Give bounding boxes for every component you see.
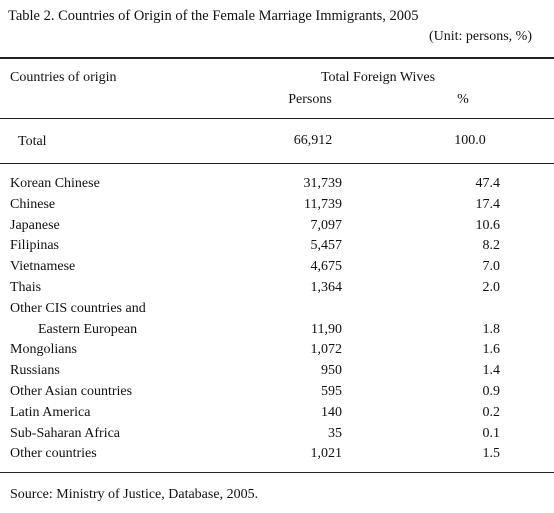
row-persons: 1,072 (310, 342, 343, 358)
row-percent: 1.4 (482, 363, 501, 379)
row-persons: 5,457 (310, 238, 343, 254)
row-persons: 140 (321, 404, 342, 420)
row-percent: 1.8 (482, 321, 501, 337)
row-label: Other Asian countries (10, 384, 133, 399)
header-label: Countries of origin (10, 70, 117, 85)
row-percent: 7.0 (482, 259, 501, 275)
title: Table 2. Countries of Origin of the Fema… (8, 8, 419, 24)
header-persons: Persons (288, 92, 332, 107)
row-percent: 8.2 (482, 238, 501, 254)
row-label: Latin America (10, 404, 91, 420)
total-rule (0, 163, 554, 164)
row-persons: 595 (321, 384, 342, 399)
bottom-rule (0, 472, 554, 473)
row-percent: 1.6 (482, 342, 501, 358)
total-persons: 66,912 (293, 133, 333, 148)
row-label: Thais (10, 280, 42, 295)
unit: (Unit: persons, %) (428, 29, 532, 44)
row-percent: 0.2 (482, 404, 501, 420)
row-label: Vietnamese (10, 259, 76, 275)
row-label: Chinese (10, 196, 56, 212)
source: Source: Ministry of Justice, Database, 2… (10, 487, 259, 502)
row-label: Russians (10, 363, 60, 379)
row-percent: 2.0 (482, 280, 501, 295)
row-label: Other countries (10, 446, 97, 462)
row-label: Japanese (10, 217, 60, 233)
row-percent: 0.9 (482, 384, 501, 399)
row-label: Other CIS countries and (10, 300, 146, 316)
row-persons: 1,021 (310, 446, 343, 462)
top-rule (0, 57, 554, 59)
total-percent: 100.0 (454, 133, 486, 148)
row-persons: 35 (328, 425, 342, 441)
total-label: Total (18, 134, 47, 149)
row-persons: 4,675 (310, 259, 343, 275)
row-percent: 47.4 (475, 176, 501, 191)
row-persons: 31,739 (303, 176, 343, 191)
row-persons: 11,739 (304, 196, 342, 212)
row-persons: 7,097 (310, 217, 343, 233)
row-persons: 11,90 (311, 321, 342, 337)
row-label: Mongolians (10, 342, 77, 358)
row-persons: 950 (321, 363, 342, 379)
header-rule (0, 118, 554, 119)
row-label: Korean Chinese (10, 176, 100, 191)
row-percent: 17.4 (475, 196, 501, 212)
row-label: Sub-Saharan Africa (10, 425, 121, 441)
row-percent: 10.6 (475, 217, 501, 233)
row-percent: 0.1 (482, 425, 501, 441)
row-label: Eastern European (38, 321, 138, 337)
header-percent: % (457, 92, 469, 107)
header-group: Total Foreign Wives (320, 70, 436, 85)
row-percent: 1.5 (482, 446, 501, 462)
row-label: Filipinas (10, 238, 60, 254)
row-persons: 1,364 (310, 280, 343, 295)
